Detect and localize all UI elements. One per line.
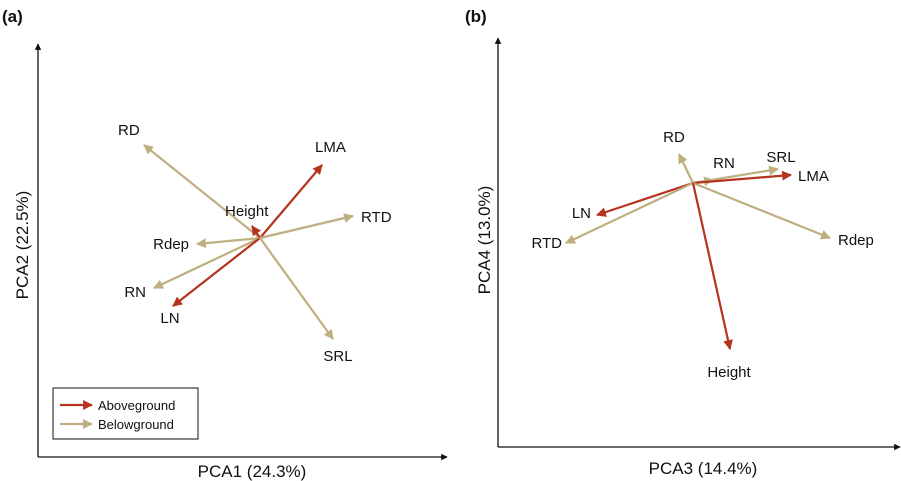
panel-label-b: (b) bbox=[465, 7, 487, 26]
vector-rn-a bbox=[153, 237, 261, 289]
vector-ln-b bbox=[596, 181, 694, 217]
vector-label-srl-b: SRL bbox=[766, 149, 795, 166]
vector-label-rn-a: RN bbox=[124, 284, 146, 301]
vector-rd-b bbox=[678, 153, 694, 184]
vector-lma-a bbox=[259, 164, 323, 239]
legend-box bbox=[52, 387, 199, 440]
vector-label-rdep-a: Rdep bbox=[153, 236, 189, 253]
vector-label-rd-b: RD bbox=[663, 129, 685, 146]
vector-label-ln-a: LN bbox=[160, 310, 179, 327]
vector-height-b bbox=[691, 182, 733, 350]
vector-label-height-b: Height bbox=[707, 364, 751, 381]
vector-label-lma-a: LMA bbox=[315, 139, 346, 156]
vector-rdep-a bbox=[196, 236, 261, 249]
vector-ln-a bbox=[172, 237, 261, 307]
vector-label-height-a: Height bbox=[225, 203, 269, 220]
vector-label-srl-a: SRL bbox=[323, 348, 352, 365]
vector-label-rtd-b: RTD bbox=[531, 235, 562, 252]
vector-rtd-b bbox=[565, 182, 694, 244]
legend: Aboveground Belowground bbox=[52, 387, 199, 440]
x-axis-title-a: PCA1 (24.3%) bbox=[198, 462, 307, 481]
vector-rdep-b bbox=[692, 181, 831, 240]
vector-label-rdep-b: Rdep bbox=[838, 232, 874, 249]
legend-label-belowground: Belowground bbox=[98, 417, 174, 432]
vector-lma-b bbox=[692, 170, 792, 185]
y-axis-title-a: PCA2 (22.5%) bbox=[13, 191, 32, 300]
x-axis-title-b: PCA3 (14.4%) bbox=[649, 459, 758, 478]
panel-a: (a) PCA1 (24.3%) PCA2 (22.5%) RD LMA Heigh… bbox=[2, 7, 448, 481]
y-axis-title-b: PCA4 (13.0%) bbox=[475, 186, 494, 295]
vector-rd-a bbox=[143, 144, 261, 239]
vector-label-rn-b: RN bbox=[713, 155, 735, 172]
vector-label-rtd-a: RTD bbox=[361, 209, 392, 226]
vector-label-lma-b: LMA bbox=[798, 168, 829, 185]
vector-srl-b bbox=[692, 165, 779, 185]
vectors-a: RD LMA Height RTD Rdep RN LN SRL bbox=[118, 122, 392, 365]
vector-rtd-a bbox=[259, 213, 354, 240]
vector-srl-a bbox=[259, 237, 334, 340]
vector-label-ln-b: LN bbox=[572, 205, 591, 222]
vector-height-a bbox=[251, 225, 262, 239]
vector-label-rd-a: RD bbox=[118, 122, 140, 139]
panel-label-a: (a) bbox=[2, 7, 23, 26]
panel-b: (b) PCA3 (14.4%) PCA4 (13.0%) RD RN SRLLMA… bbox=[465, 7, 901, 478]
legend-label-aboveground: Aboveground bbox=[98, 398, 175, 413]
